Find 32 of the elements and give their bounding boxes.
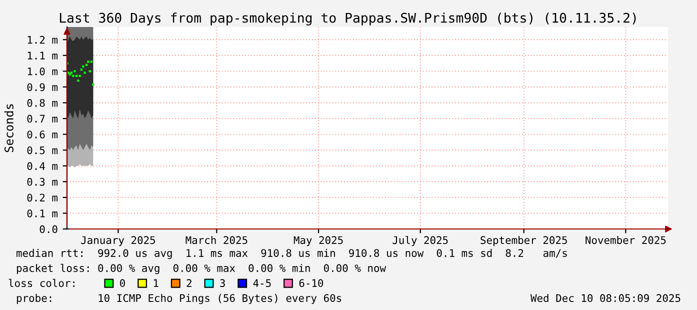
text: median rtt: 992.0 us avg 1.1 ms max 910.8 us min 910.8 us now 0.1 ms sd 8.2 am/s	[16, 248, 567, 260]
x-tick-label: May 2025	[294, 236, 343, 246]
legend-title: loss color:	[8, 278, 74, 288]
y-tick-label: 0.3 m	[27, 178, 58, 186]
y-tick-label: 0.5 m	[27, 146, 58, 154]
chart-title: Last 360 Days from pap-smokeping to Pappas.SW.Prism90D (bts) (10.11.35.2)	[60, 12, 636, 26]
y-tick-label: 0.4 m	[27, 162, 58, 170]
y-tick-label: 0.8 m	[27, 99, 58, 107]
y-tick-label: 0.2 m	[27, 194, 58, 202]
y-axis-title: Seconds	[4, 104, 14, 152]
legend-label: 2	[186, 279, 192, 287]
x-tick-label: September 2025	[480, 236, 567, 246]
x-tick-label: July 2025	[392, 236, 448, 246]
y-tick-label: 0.7 m	[27, 114, 58, 123]
y-tick-label: 0.0	[40, 225, 58, 234]
legend-label: 1	[154, 279, 158, 287]
text: packet loss: 0.00 % avg 0.00 % max 0.00 % min 0.00 % now	[16, 264, 386, 274]
x-tick-label: November 2025	[586, 236, 666, 244]
x-tick-label: January 2025	[81, 236, 155, 246]
y-tick-label: 0.9 m	[27, 83, 58, 92]
y-tick-label: 1.2 m	[28, 36, 58, 44]
legend-label: 3	[220, 279, 225, 288]
x-tick-label: March 2025	[186, 236, 248, 244]
y-tick-label: 0.1 m	[27, 209, 58, 218]
legend-label: 4-5	[253, 279, 271, 288]
legend-label: 6-10	[299, 279, 324, 288]
text: Wed Dec 10 08:05:09 2025	[530, 294, 680, 302]
y-tick-label: 1.1 m	[28, 52, 58, 60]
legend-label: 0	[120, 279, 125, 288]
y-tick-label: 0.6 m	[27, 130, 58, 138]
y-tick-label: 1.0 m	[28, 67, 58, 76]
text: probe: 10 ICMP Echo Pings (56 Bytes) every 60s	[16, 294, 342, 304]
